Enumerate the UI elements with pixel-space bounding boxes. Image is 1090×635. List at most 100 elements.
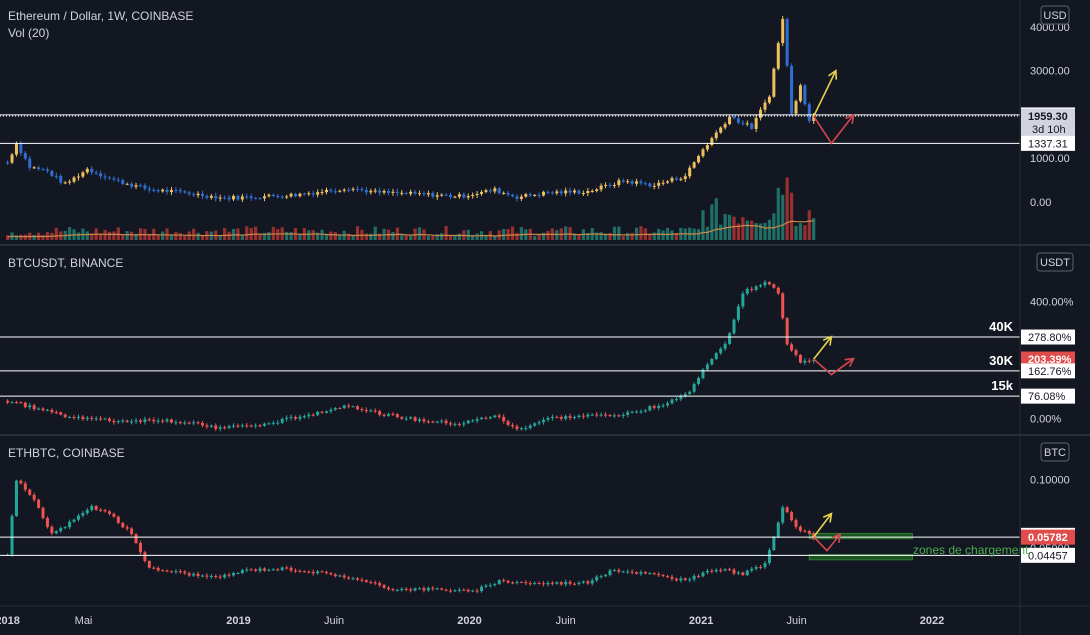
candle-body [564,581,568,585]
red-arrow [813,533,841,552]
candle-body [537,422,541,424]
candle-body [103,510,107,512]
candle-body [595,189,599,192]
candle-body [240,196,244,200]
candle-body [781,507,785,523]
candle-body [125,420,129,422]
volume-bar [307,230,311,240]
candle-body [276,195,280,197]
price-label-badge [1021,135,1075,151]
candle-body [599,414,603,416]
candle-body [325,411,329,413]
candle-body [409,417,413,419]
candle-body [573,583,577,585]
candle-body [130,421,134,423]
candle-body [338,190,342,192]
candle-body [471,195,475,197]
volume-bar [763,222,767,240]
volume-bar [453,235,457,240]
candle-body [652,406,656,408]
candle-body [63,527,67,529]
candle-body [342,575,346,578]
eth-usd-pane[interactable]: Ethereum / Dollar, 1W, COINBASE Vol (20)… [0,5,1075,240]
candle-body [360,189,364,191]
candle-body [590,191,594,193]
candle-body [364,189,368,193]
volume-bar [289,232,293,240]
btc-usdt-pane[interactable]: BTCUSDT, BINANCE 400.00%200.00%0.00% 278… [0,252,1075,432]
candle-body [236,573,240,575]
candle-body [37,499,41,508]
time-axis[interactable]: 2018 Mai 2019 Juin 2020 Juin 2021 Juin 2022 [0,615,944,627]
volume-bar [599,232,603,240]
candle-body [785,318,789,345]
candle-body [728,333,732,344]
candle-body [710,570,714,572]
candle-body [280,196,284,198]
candle-body [435,588,439,590]
candle-body [307,193,311,195]
candle-body [293,193,297,197]
candle-body [152,419,156,422]
volume-bar [417,227,422,240]
candle-body [205,425,209,427]
volume-bar [564,226,568,240]
candle-body [692,575,696,580]
candle-body [723,569,727,571]
candle-body [280,418,284,423]
time-tick-label: 2022 [920,615,944,627]
volume-bar [515,232,519,240]
candle-body [807,360,811,362]
candle-body [121,420,125,422]
candle-body [701,369,705,379]
ethbtc-currency-badge[interactable] [1040,442,1070,462]
candle-body [630,181,634,184]
candle-body [99,173,103,177]
eth-currency-badge[interactable] [1040,5,1070,25]
candle-body [590,580,594,584]
candle-body [586,191,590,194]
candle-body [643,572,647,574]
candle-body [320,411,324,413]
candle-body [276,422,280,424]
candle-body [249,425,253,427]
volume-bar [426,235,430,240]
candle-body [152,189,156,191]
candle-body [223,427,227,429]
volume-bar [608,232,612,240]
candle-body [227,197,231,200]
candle-body [621,180,625,182]
candle-body [418,419,422,421]
volume-bar [577,234,581,240]
candle-body [298,193,302,197]
candle-body [444,420,448,424]
candle-body [205,575,209,577]
volume-bar [670,230,674,240]
btc-currency-badge[interactable] [1036,252,1074,272]
candle-body [794,520,798,527]
candle-body [559,191,563,194]
volume-bar [612,226,617,240]
candle-body [214,195,218,199]
volume-bar [14,235,19,240]
candle-body [200,422,204,426]
candle-body [798,354,802,363]
candle-body [169,571,173,573]
candle-body [116,179,120,181]
candle-body [431,587,435,589]
candle-body [289,417,293,419]
candle-body [85,509,89,514]
candle-body [466,589,470,592]
candle-body [723,124,727,128]
candle-body [679,178,683,180]
candle-body [14,480,18,517]
candle-body [23,402,27,408]
volume-bar [471,234,475,240]
candle-body [192,422,196,424]
candle-body [506,580,510,583]
candle-body [595,576,599,581]
candle-body [745,123,749,125]
candle-body [573,190,577,193]
